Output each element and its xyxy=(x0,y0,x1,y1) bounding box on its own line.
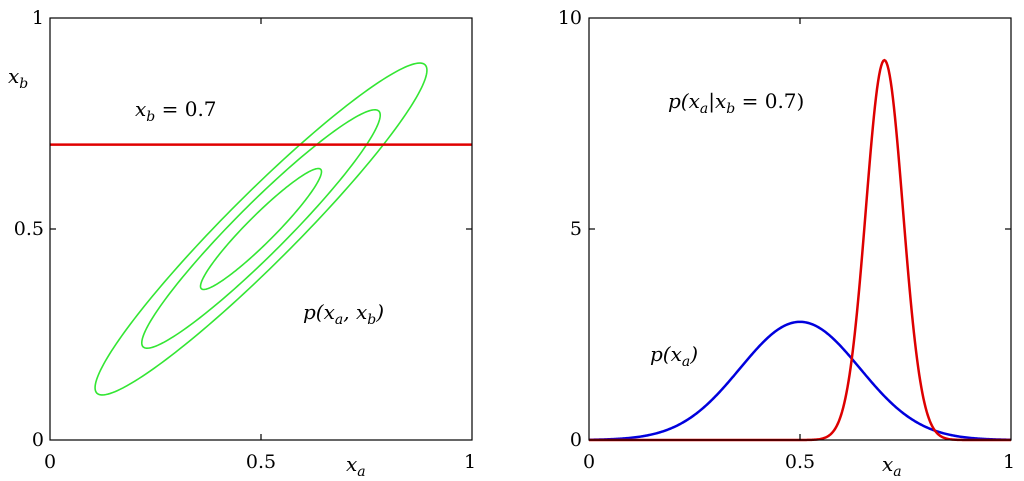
left-axes-frame xyxy=(49,17,473,441)
contour-level-1 xyxy=(94,62,428,396)
right-xtick-label-05: 0.5 xyxy=(785,451,815,473)
left-ytick-label-0: 0 xyxy=(32,429,44,451)
conditional-density-curve xyxy=(589,58,1011,442)
right-xtick-label-1: 1 xyxy=(1003,451,1015,473)
left-ytick-label-05: 0.5 xyxy=(14,218,44,240)
right-xtick-label-0: 0 xyxy=(583,451,595,473)
contour-level-2 xyxy=(140,108,382,350)
right-ytick-label-10: 10 xyxy=(558,7,582,29)
right-axes-frame xyxy=(588,17,1012,441)
contour-level-3 xyxy=(199,167,323,291)
left-xtick-label-05: 0.5 xyxy=(246,451,276,473)
left-xtick-label-1: 1 xyxy=(464,451,476,473)
left-xlabel: xa xyxy=(346,452,366,480)
marginal-density-label: p(xa) xyxy=(650,342,698,370)
left-ytick-label-1: 1 xyxy=(32,7,44,29)
right-panel: 0 0.5 1 0 5 10 xa p(xa|xb = 0.7) p(xa) xyxy=(558,7,1015,480)
left-ylabel: xb xyxy=(8,64,28,92)
right-ytick-label-0: 0 xyxy=(570,429,582,451)
left-panel: 0 0.5 1 0 0.5 1 xa xb xb = 0.7 p(xa, xb) xyxy=(8,7,476,480)
left-xtick-label-0: 0 xyxy=(44,451,56,473)
right-xlabel: xa xyxy=(882,452,902,480)
marginal-density-curve xyxy=(588,320,1012,442)
joint-density-label: p(xa, xb) xyxy=(303,300,384,328)
conditional-density-label: p(xa|xb = 0.7) xyxy=(668,89,804,117)
conditioning-label: xb = 0.7 xyxy=(135,97,217,125)
right-ytick-label-5: 5 xyxy=(570,218,582,240)
joint-density-contours xyxy=(94,62,428,396)
